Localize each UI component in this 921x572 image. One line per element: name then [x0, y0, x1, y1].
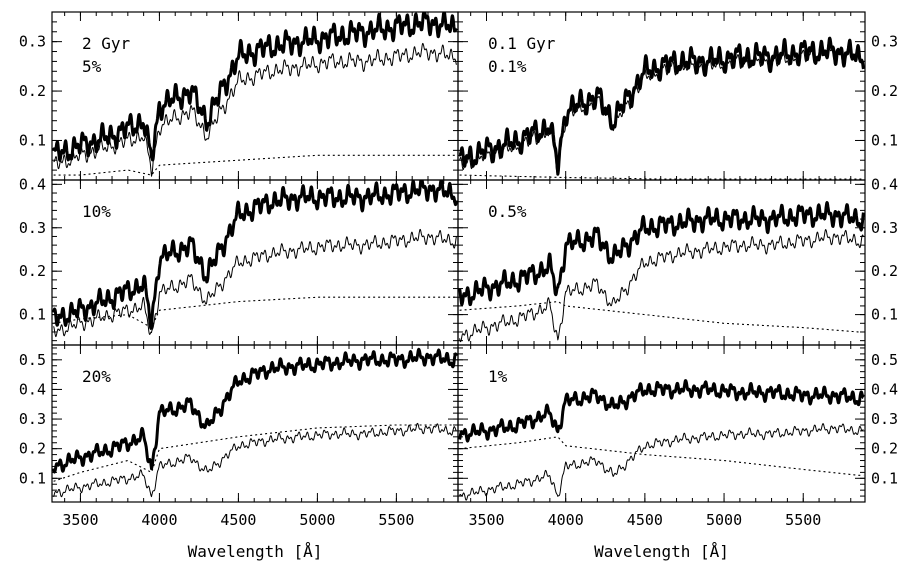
panel-p21: 0.1 0.2 0.3 0.4 10%	[19, 175, 459, 346]
y-tick-label: 0.3	[871, 410, 898, 428]
x-tick-label: 5500	[378, 511, 414, 529]
series-thick-line	[52, 347, 458, 474]
y-tick-label: 0.4	[871, 380, 898, 398]
series-thin-line	[459, 43, 864, 174]
x-tick-label: 4500	[220, 511, 256, 529]
panel-frame	[457, 344, 866, 503]
y-tick-label: 0.2	[871, 82, 898, 100]
y-tick-label: 0.1	[871, 469, 898, 487]
panel-label: 0.1%	[488, 57, 527, 76]
y-tick-label: 0.5	[871, 351, 898, 369]
x-tick-label: 3500	[468, 511, 504, 529]
y-tick-label: 0.1	[871, 306, 898, 324]
y-tick-label: 0.1	[19, 131, 46, 149]
series-dotted-line	[459, 174, 864, 180]
panel-p11: 0.1 0.2 0.3 2 Gyr 5%	[19, 11, 459, 181]
series-thin-line	[53, 422, 457, 498]
series-thin-line	[53, 42, 457, 177]
y-tick-label: 0.3	[19, 33, 46, 51]
y-tick-label: 0.2	[19, 82, 46, 100]
x-tick-label: 3500	[62, 511, 98, 529]
panel-p12: 0.1 0.2 0.3 0.1 Gyr 0.1%	[457, 11, 898, 181]
y-tick-label: 0.1	[871, 131, 898, 149]
y-tick-label: 0.2	[871, 440, 898, 458]
x-tick-label: 5500	[785, 511, 821, 529]
series-thin-line	[53, 228, 457, 338]
panel-label: 5%	[82, 57, 102, 76]
x-tick-label: 4000	[548, 511, 584, 529]
series-dotted-line	[459, 436, 864, 476]
series-thin-line	[459, 423, 864, 501]
series-dotted-line	[459, 301, 864, 333]
y-tick-label: 0.3	[19, 219, 46, 237]
series-thick-line	[458, 201, 865, 307]
y-tick-label: 0.1	[19, 306, 46, 324]
series-thick-line	[52, 179, 458, 330]
y-tick-label: 0.4	[871, 175, 898, 193]
series-thick-line	[52, 11, 458, 162]
panel-label: 20%	[82, 367, 111, 386]
series-dotted-line	[53, 296, 457, 329]
y-tick-label: 0.3	[871, 219, 898, 237]
panel-p22: 0.1 0.2 0.3 0.4 0.5%	[457, 175, 898, 346]
y-tick-label: 0.1	[19, 469, 46, 487]
y-tick-label: 0.3	[871, 33, 898, 51]
panel-label: 2 Gyr	[82, 34, 131, 53]
y-tick-label: 0.4	[19, 380, 46, 398]
x-tick-label: 5000	[706, 511, 742, 529]
y-tick-label: 0.2	[19, 440, 46, 458]
panel-label: 0.5%	[488, 202, 527, 221]
series-thin-line	[459, 229, 864, 343]
panel-label: 0.1 Gyr	[488, 34, 556, 53]
y-tick-label: 0.2	[871, 262, 898, 280]
series-thick-line	[458, 379, 865, 443]
series-dotted-line	[53, 154, 457, 176]
panel-p32: 0.1 0.2 0.3 0.4 0.5 1%	[457, 344, 898, 503]
panel-label: 10%	[82, 202, 111, 221]
x-tick-label: 4500	[627, 511, 663, 529]
x-tick-label: 4000	[141, 511, 177, 529]
panel-label: 1%	[488, 367, 508, 386]
y-tick-label: 0.5	[19, 351, 46, 369]
x-axis: 3500 4000 4500 5000 5500 3500 4000 4500 5000 5500	[62, 511, 821, 529]
x-axis-label-right: Wavelength [Å]	[594, 542, 729, 561]
series-thick-line	[458, 36, 865, 176]
y-tick-label: 0.4	[19, 175, 46, 193]
y-tick-label: 0.3	[19, 410, 46, 428]
x-axis-label-left: Wavelength [Å]	[188, 542, 323, 561]
panel-p31: 0.1 0.2 0.3 0.4 0.5 20%	[19, 344, 459, 503]
y-tick-label: 0.2	[19, 262, 46, 280]
x-tick-label: 5000	[299, 511, 335, 529]
